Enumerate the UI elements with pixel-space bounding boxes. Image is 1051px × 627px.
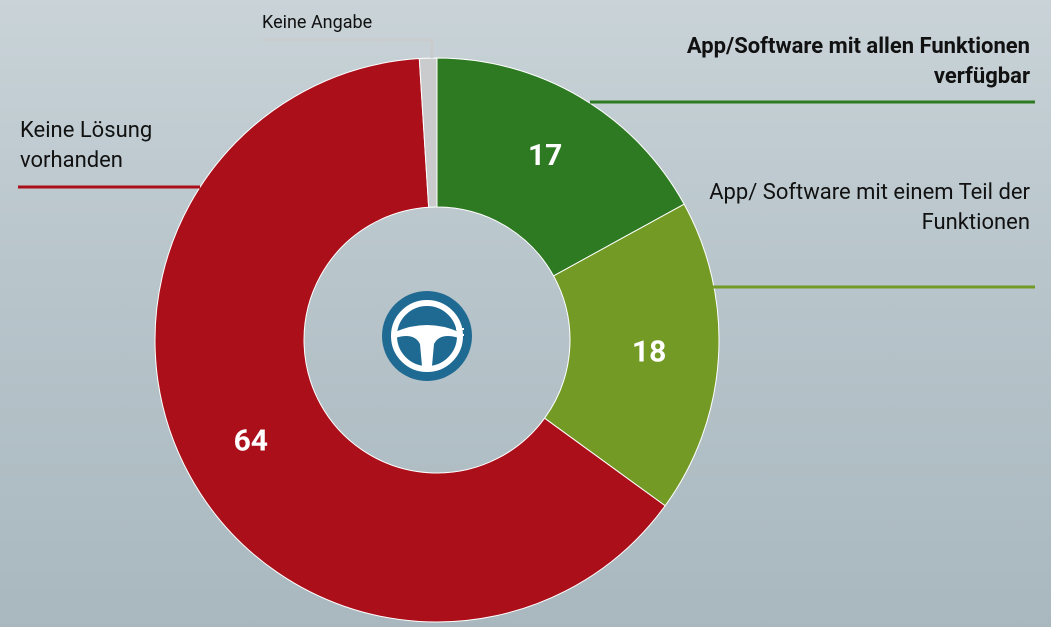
chart-svg: 17 18 64 [0,0,1051,627]
data-label: 18 [632,334,666,369]
leader-line [262,40,432,58]
data-label: 17 [528,138,562,173]
category-label: App/Software mit allen Funktionen verfüg… [600,32,1030,92]
steering-icon [382,291,472,381]
category-label: Keine Lösung vorhanden [20,116,220,176]
chart: 17 18 64 App/Software mit allen Funktionen… [0,0,1051,627]
data-label: 64 [234,423,268,458]
category-label: Keine Angabe [262,8,462,38]
category-label: App/ Software mit einem Teil der Funktio… [700,178,1030,238]
